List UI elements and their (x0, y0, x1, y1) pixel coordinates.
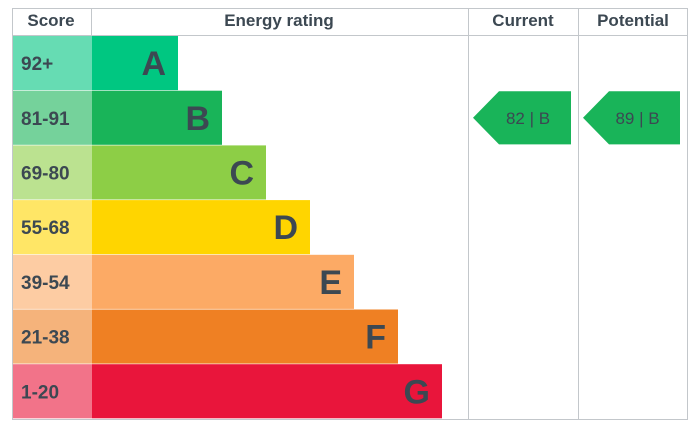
band-bar-c (92, 145, 266, 200)
rating-arrows: 82 | B 89 | B (473, 91, 680, 145)
header-potential: Potential (597, 11, 669, 30)
header-current: Current (492, 11, 554, 30)
header-score: Score (27, 11, 74, 30)
score-cell-g (13, 364, 92, 419)
score-label-f: 21-38 (21, 328, 70, 349)
score-cell-e (13, 254, 92, 309)
score-label-a: 92+ (21, 54, 53, 75)
band-bar-g (92, 364, 442, 419)
header-energy-rating: Energy rating (224, 11, 334, 30)
band-letter-c: C (229, 154, 254, 192)
score-cell-f (13, 309, 92, 364)
band-bar-a (92, 36, 178, 91)
potential-rating-label: 89 | B (615, 109, 659, 128)
band-bar-d (92, 200, 310, 255)
score-label-g: 1-20 (21, 382, 59, 403)
band-letter-e: E (319, 264, 342, 302)
band-letter-a: A (141, 45, 166, 83)
score-label-c: 69-80 (21, 163, 70, 184)
current-rating-arrow (473, 91, 571, 145)
band-letter-b: B (185, 100, 210, 138)
current-rating-label: 82 | B (506, 109, 550, 128)
potential-rating-arrow (583, 91, 680, 145)
table-grid (12, 8, 688, 420)
score-cell-d (13, 200, 92, 255)
score-label-d: 55-68 (21, 218, 70, 239)
score-cell-b (13, 90, 92, 145)
rating-bands: 92+ A 81-91 B 69-80 C 55-68 D 39-54 E 21-38 F 1-20 G (13, 36, 442, 419)
band-bar-e (92, 254, 354, 309)
band-bar-f (92, 309, 398, 364)
score-cell-a (13, 36, 92, 91)
band-letter-f: F (365, 319, 386, 357)
score-label-b: 81-91 (21, 109, 70, 130)
score-cell-c (13, 145, 92, 200)
score-label-e: 39-54 (21, 273, 70, 294)
band-letter-d: D (273, 209, 298, 247)
band-bar-b (92, 90, 222, 145)
band-letter-g: G (404, 373, 430, 411)
